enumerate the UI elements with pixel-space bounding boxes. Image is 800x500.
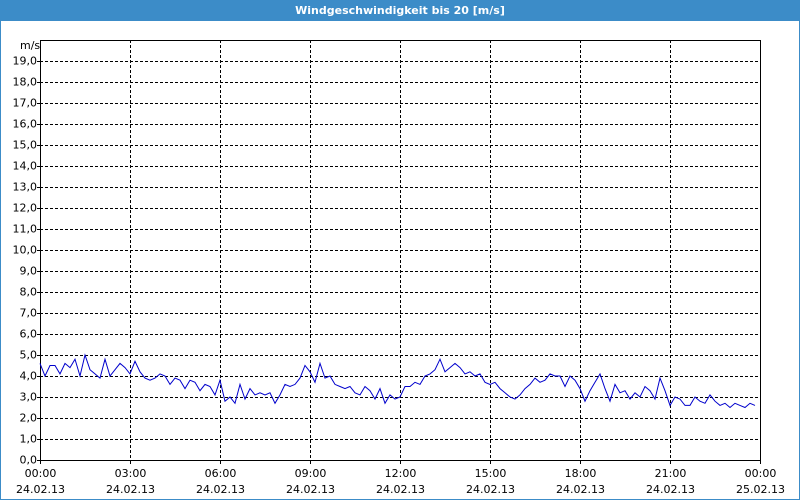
x-tick-label: 00:00 — [25, 467, 57, 480]
y-tick-label: 5,0 — [20, 349, 38, 362]
x-tick-label: 03:00 — [115, 467, 147, 480]
y-tick-label: 13,0 — [13, 181, 38, 194]
x-tick-date: 24.02.13 — [106, 483, 155, 496]
y-tick-label: 18,0 — [13, 76, 38, 89]
x-tick-date: 24.02.13 — [556, 483, 605, 496]
chart-title: Windgeschwindigkeit bis 20 [m/s] — [295, 4, 505, 17]
x-tick-date: 24.02.13 — [286, 483, 335, 496]
y-tick-label: 16,0 — [13, 118, 38, 131]
x-tick-label: 00:00 — [745, 467, 777, 480]
y-axis-label: m/s — [20, 39, 40, 52]
x-tick-label: 18:00 — [565, 467, 597, 480]
y-tick-label: 0,0 — [20, 454, 38, 467]
x-tick-date: 25.02.13 — [736, 483, 785, 496]
y-tick-label: 4,0 — [20, 370, 38, 383]
y-tick-label: 15,0 — [13, 139, 38, 152]
x-tick-date: 24.02.13 — [16, 483, 65, 496]
plot-frame — [40, 40, 761, 461]
y-tick-label: 11,0 — [13, 223, 38, 236]
y-tick-label: 3,0 — [20, 391, 38, 404]
y-tick-label: 14,0 — [13, 160, 38, 173]
x-tick-label: 21:00 — [655, 467, 687, 480]
x-tick-date: 24.02.13 — [646, 483, 695, 496]
y-tick-label: 1,0 — [20, 433, 38, 446]
y-tick-label: 8,0 — [20, 286, 38, 299]
y-tick-label: 2,0 — [20, 412, 38, 425]
x-tick-date: 24.02.13 — [466, 483, 515, 496]
x-tick-date: 24.02.13 — [376, 483, 425, 496]
x-tick-label: 09:00 — [295, 467, 327, 480]
y-tick-label: 6,0 — [20, 328, 38, 341]
x-tick-label: 15:00 — [475, 467, 507, 480]
y-tick-label: 9,0 — [20, 265, 38, 278]
x-tick-label: 06:00 — [205, 467, 237, 480]
x-tick-date: 24.02.13 — [196, 483, 245, 496]
x-tick-label: 12:00 — [385, 467, 417, 480]
y-tick-label: 19,0 — [13, 55, 38, 68]
title-bar — [0, 0, 800, 21]
y-tick-label: 17,0 — [13, 97, 38, 110]
y-tick-label: 7,0 — [20, 307, 38, 320]
data-line — [39, 353, 756, 409]
y-tick-label: 12,0 — [13, 202, 38, 215]
y-tick-label: 10,0 — [13, 244, 38, 257]
